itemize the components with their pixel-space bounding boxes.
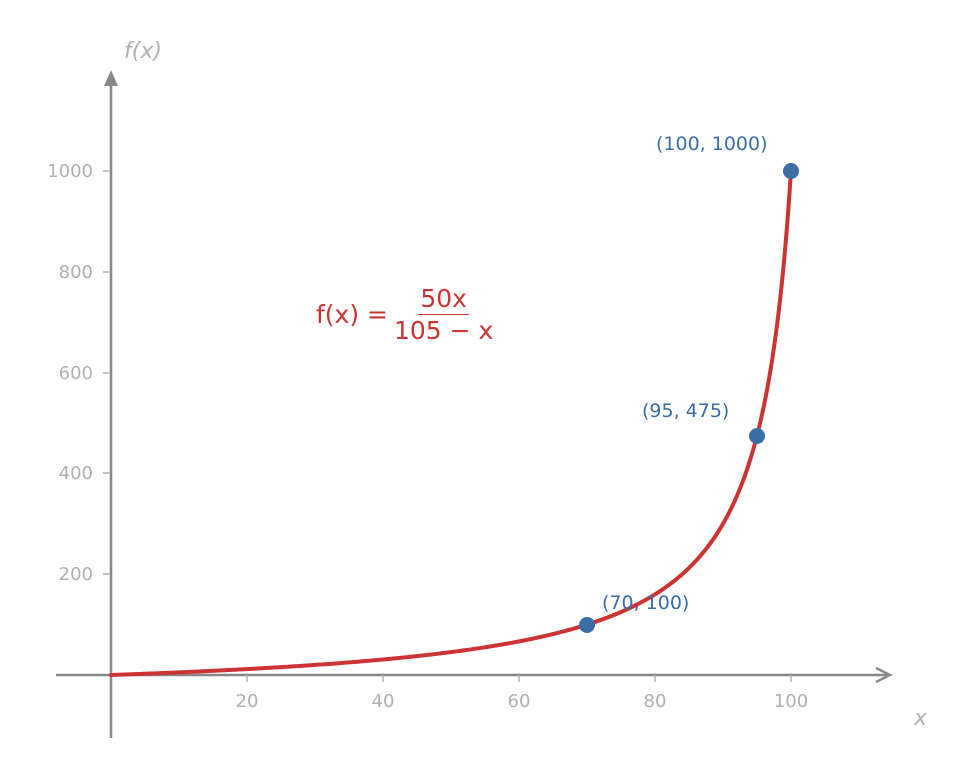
y-tick-label: 200 <box>59 564 93 585</box>
formula-lhs: f(x) = <box>316 300 388 329</box>
x-ticks <box>246 675 792 682</box>
y-tick-label: 400 <box>59 463 93 484</box>
y-tick-label: 800 <box>59 262 93 283</box>
y-axis-label: f(x) <box>124 39 162 64</box>
x-tick-label: 100 <box>774 691 808 712</box>
y-tick-label: 600 <box>59 363 93 384</box>
x-axis-label: x <box>913 706 928 731</box>
data-point <box>579 617 595 633</box>
formula-fraction: 50x 105 − x <box>394 284 493 345</box>
point-label: (100, 1000) <box>656 133 768 155</box>
y-axis-arrow-icon <box>104 70 118 86</box>
point-label: (95, 475) <box>642 400 729 422</box>
formula-denominator: 105 − x <box>394 316 494 345</box>
x-tick-label: 20 <box>236 691 259 712</box>
x-tick-label: 40 <box>372 691 395 712</box>
data-point <box>749 428 765 444</box>
x-tick-label: 60 <box>508 691 531 712</box>
x-axis-arrow-icon <box>875 666 893 684</box>
data-point <box>783 163 799 179</box>
formula-numerator: 50x <box>418 284 469 315</box>
function-curve <box>109 169 793 677</box>
formula-annotation: f(x) = 50x 105 − x <box>316 284 493 345</box>
y-ticks <box>103 170 111 575</box>
point-label: (70, 100) <box>602 592 689 614</box>
y-tick-label: 1000 <box>47 161 93 182</box>
x-tick-label: 80 <box>644 691 667 712</box>
